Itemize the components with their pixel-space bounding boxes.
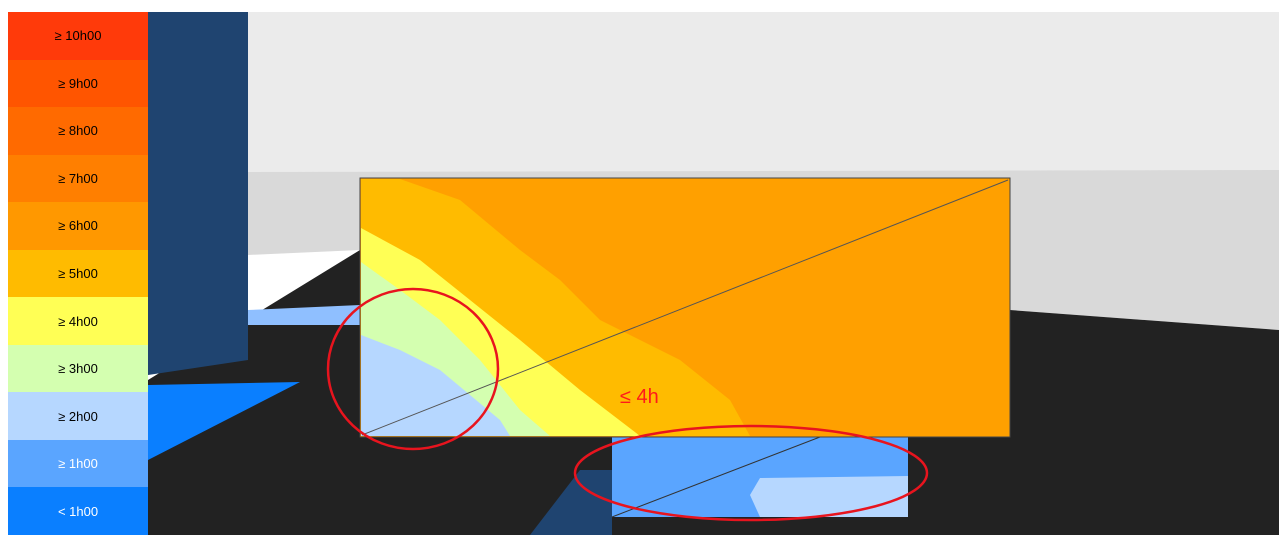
- highlight-ellipse: [573, 424, 929, 522]
- annotation: ≤ 4h: [620, 386, 659, 408]
- legend-item: ≥ 5h00: [8, 249, 148, 298]
- legend-item: ≥ 6h00: [8, 202, 148, 250]
- legend-item: ≥ 9h00: [8, 59, 148, 108]
- legend-item: ≥ 1h00: [8, 439, 148, 488]
- legend-item: ≥ 10h00: [8, 12, 148, 60]
- blue-patch: [148, 382, 300, 460]
- highlight-circle: [326, 287, 500, 451]
- light-patch: [248, 305, 360, 325]
- column: [530, 470, 612, 535]
- diagonal: [361, 179, 1009, 436]
- legend-item: < 1h00: [8, 487, 148, 535]
- lower-patch: [750, 476, 908, 517]
- legend-item: ≥ 7h00: [8, 154, 148, 203]
- band-2h: [361, 335, 510, 436]
- legend: ≥ 10h00 ≥ 9h00 ≥ 8h00 ≥ 7h00 ≥ 6h00 ≥ 5h00 ≥ 4…: [8, 12, 148, 535]
- edge: [611, 436, 821, 518]
- legend-item: ≥ 8h00: [8, 107, 148, 155]
- legend-item: ≥ 2h00: [8, 392, 148, 440]
- legend-item: ≥ 4h00: [8, 297, 148, 345]
- legend-item: ≥ 3h00: [8, 344, 148, 393]
- sky: [148, 12, 1279, 172]
- building: [148, 12, 248, 375]
